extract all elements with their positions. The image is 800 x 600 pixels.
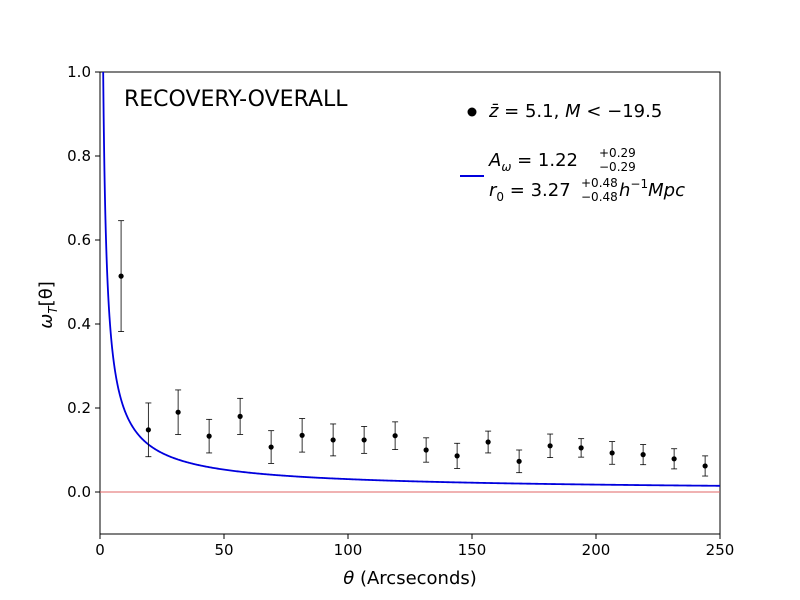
amp-lower: −0.29 xyxy=(599,160,636,174)
data-point xyxy=(145,427,151,433)
amp-upper: +0.29 xyxy=(599,146,636,160)
y-axis-sub: T xyxy=(46,305,60,314)
legend-label-r0: r0 = 3.27 xyxy=(489,180,571,204)
data-point-group xyxy=(145,402,152,458)
y-axis-arg: [θ] xyxy=(36,281,57,306)
x-axis-label: θ (Arcseconds) xyxy=(343,568,477,589)
r0-value: = 3.27 xyxy=(504,180,571,201)
data-point-group xyxy=(702,455,709,477)
amp-symbol: A xyxy=(488,150,501,171)
data-point-group xyxy=(299,418,306,453)
data-point-group xyxy=(578,438,585,458)
data-point xyxy=(237,413,243,419)
data-point-group xyxy=(206,418,213,454)
x-tick-label: 150 xyxy=(458,541,487,559)
y-tick-label: 0.8 xyxy=(67,147,91,165)
data-point-group xyxy=(423,437,430,463)
r0-unit-rest: Mpc xyxy=(648,180,685,201)
chart-annotation: RECOVERY-OVERALL xyxy=(124,87,348,112)
r0-upper: +0.48 xyxy=(581,176,618,190)
data-point-group xyxy=(671,448,678,470)
data-point xyxy=(547,443,553,449)
data-point xyxy=(206,433,212,439)
legend-marker-points xyxy=(467,107,477,117)
data-point xyxy=(175,409,181,415)
data-point xyxy=(671,456,677,462)
r0-unit-sup: −1 xyxy=(630,177,648,191)
legend-zval: = 5.1, xyxy=(498,101,565,122)
y-axis-label: ωT[θ] xyxy=(36,281,60,328)
data-point-group xyxy=(237,397,244,435)
data-point xyxy=(361,437,367,443)
x-tick-label: 50 xyxy=(214,541,233,559)
data-point xyxy=(268,444,274,450)
data-point xyxy=(392,433,398,439)
x-tick-label: 0 xyxy=(95,541,105,559)
y-axis-symbol: ω xyxy=(36,314,57,329)
data-point xyxy=(330,437,336,443)
legend-label-amplitude: Aω = 1.22 xyxy=(488,150,578,174)
axis-ticks: 0 50 100 150 200 250 0.0 0.2 0.4 0.6 0.8 1.0 xyxy=(67,63,734,559)
data-point xyxy=(454,453,460,459)
data-point xyxy=(299,432,305,438)
r0-sub: 0 xyxy=(496,190,504,204)
data-point-group xyxy=(175,389,182,435)
r0-lower: −0.48 xyxy=(581,190,618,204)
legend-label-points: z̄ = 5.1, M < −19.5 xyxy=(488,101,662,122)
amp-value: = 1.22 xyxy=(511,150,578,171)
y-tick-label: 0.6 xyxy=(67,231,91,249)
amp-sub: ω xyxy=(501,160,511,174)
data-point xyxy=(640,452,646,458)
y-tick-label: 1.0 xyxy=(67,63,91,81)
y-tick-label: 0.2 xyxy=(67,399,91,417)
data-point-group xyxy=(516,449,523,474)
legend: z̄ = 5.1, M < −19.5 Aω = 1.22 +0.29 −0.2… xyxy=(460,101,685,204)
data-point-group xyxy=(640,444,647,466)
data-point-group xyxy=(118,220,125,332)
data-point-group xyxy=(609,441,616,465)
x-tick-label: 100 xyxy=(334,541,363,559)
y-tick-label: 0.4 xyxy=(67,315,91,333)
plot-frame xyxy=(99,71,721,535)
legend-zbar: z̄ xyxy=(488,101,499,122)
data-point xyxy=(485,439,491,445)
data-point-group xyxy=(361,426,368,454)
x-axis-unit-text: (Arcseconds) xyxy=(360,568,477,589)
data-point xyxy=(516,458,522,464)
data-point-group xyxy=(454,442,461,469)
data-point xyxy=(702,463,708,469)
data-point-group xyxy=(392,421,399,450)
r0-unit: h−1Mpc xyxy=(619,177,685,201)
r0-symbol: r xyxy=(489,180,498,201)
plot-area xyxy=(100,72,720,493)
x-tick-label: 250 xyxy=(706,541,735,559)
r0-unit-h: h xyxy=(619,180,630,201)
data-point xyxy=(578,445,584,451)
data-point-group xyxy=(268,430,275,464)
x-tick-label: 200 xyxy=(582,541,611,559)
y-tick-label: 0.0 xyxy=(67,483,91,501)
data-point-group xyxy=(330,423,337,457)
legend-mval: < −19.5 xyxy=(581,101,663,122)
fit-curve xyxy=(102,72,720,487)
data-point xyxy=(118,273,124,279)
legend-m: M xyxy=(565,101,581,122)
data-point xyxy=(609,450,615,456)
x-axis-symbol: θ xyxy=(343,568,354,589)
data-point-group xyxy=(547,433,554,458)
data-point xyxy=(423,447,429,453)
data-point-group xyxy=(485,430,492,454)
